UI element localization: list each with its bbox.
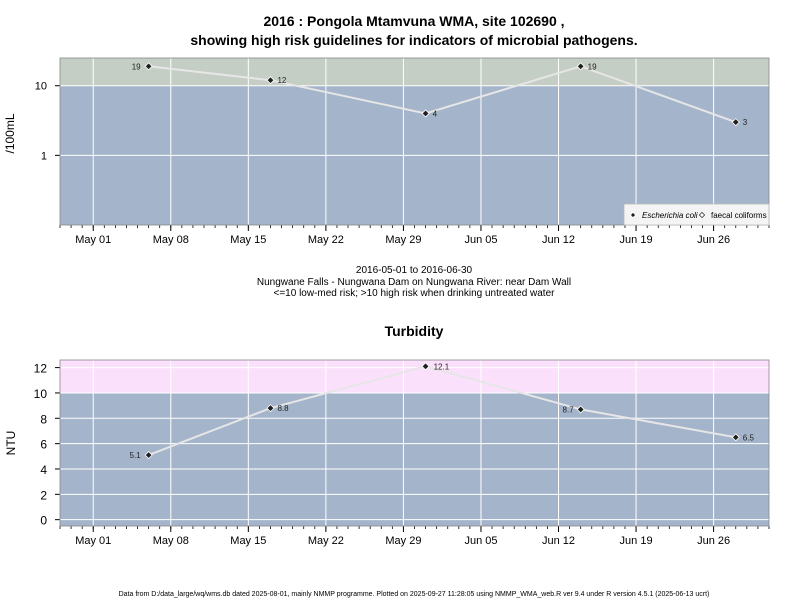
x-tick-label: May 15: [230, 535, 266, 547]
data-point: [144, 450, 153, 460]
x-tick-label: May 08: [153, 535, 189, 547]
caption-guideline: <=10 low-med risk; >10 high risk when dr…: [274, 288, 556, 299]
y-tick-label: 10: [34, 387, 48, 401]
data-label: 12: [277, 76, 286, 85]
legend-marker-faecal: [698, 211, 706, 219]
data-point: [144, 62, 153, 71]
caption-date-range: 2016-05-01 to 2016-06-30: [356, 265, 473, 276]
legend-box: [623, 203, 770, 226]
data-point: [576, 62, 585, 71]
caption-site: Nungwane Falls - Nungwana Dam on Nungwan…: [257, 277, 571, 288]
data-label: 19: [588, 62, 597, 71]
data-point: [731, 433, 740, 442]
x-tick-label: Jun 05: [464, 535, 497, 547]
x-tick-label: May 29: [385, 535, 421, 547]
plot-border: [59, 57, 770, 226]
data-label: 12.1: [434, 362, 450, 371]
high-risk-band: [60, 360, 769, 393]
y-axis-label: /100mL: [3, 113, 17, 153]
data-point: [576, 405, 585, 414]
footer-note: Data from D:/data_large/wq/wms.db dated …: [119, 591, 710, 598]
x-tick-label: Jun 05: [464, 234, 497, 246]
x-tick-label: May 29: [385, 234, 421, 246]
y-tick-label: 10: [35, 81, 47, 93]
y-axis-label: NTU: [4, 431, 18, 456]
data-label: 3: [743, 118, 748, 127]
legend-marker-ecoli: [629, 211, 637, 219]
x-tick-label: May 08: [153, 234, 189, 246]
legend-label-faecal: faecal coliforms: [711, 211, 767, 220]
x-tick-label: May 22: [308, 535, 344, 547]
x-tick-label: Jun 12: [542, 234, 575, 246]
plot-border: [59, 359, 770, 527]
high-risk-band: [60, 58, 769, 86]
data-label: 4: [433, 109, 438, 118]
data-label: 5.1: [130, 451, 142, 460]
data-label: 8.7: [563, 405, 575, 414]
data-label: 6.5: [743, 433, 755, 442]
x-tick-label: Jun 19: [620, 535, 653, 547]
y-tick-label: 1: [41, 150, 47, 162]
data-point: [731, 118, 740, 127]
x-tick-label: Jun 19: [620, 234, 653, 246]
data-label: 8.8: [277, 404, 289, 413]
x-tick-label: Jun 26: [697, 234, 730, 246]
x-tick-label: May 01: [75, 234, 111, 246]
data-point: [421, 109, 430, 118]
data-point: [266, 76, 275, 85]
legend-label-ecoli: Escherichia coli: [642, 211, 698, 220]
y-tick-label: 0: [40, 514, 47, 528]
data-point: [421, 362, 430, 371]
turbidity-title: Turbidity: [385, 323, 444, 339]
data-point: [266, 404, 275, 413]
chart-title-line1: 2016 : Pongola Mtamvuna WMA, site 102690…: [263, 13, 564, 29]
data-label: 19: [132, 62, 141, 71]
y-tick-label: 8: [40, 412, 47, 426]
y-tick-label: 12: [34, 362, 48, 376]
y-tick-label: 6: [40, 438, 47, 452]
chart-title-line2: showing high risk guidelines for indicat…: [190, 32, 637, 48]
x-tick-label: May 22: [308, 234, 344, 246]
y-tick-label: 4: [40, 463, 47, 477]
x-tick-label: May 15: [230, 234, 266, 246]
x-tick-label: Jun 12: [542, 535, 575, 547]
y-tick-label: 2: [40, 488, 47, 502]
x-tick-label: May 01: [75, 535, 111, 547]
x-tick-label: Jun 26: [697, 535, 730, 547]
